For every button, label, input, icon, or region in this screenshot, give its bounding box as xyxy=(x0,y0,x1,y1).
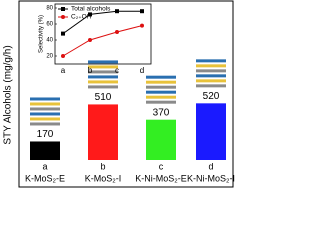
value-label: 510 xyxy=(95,92,112,103)
layer-cartoon xyxy=(30,107,60,111)
figure: STY Alcohols (mg/g/h) Selectivity (%) 17… xyxy=(3,0,235,188)
layer-cartoon xyxy=(30,102,60,106)
value-label: 520 xyxy=(203,91,220,102)
inset-background xyxy=(34,2,152,78)
layer-cartoon xyxy=(146,75,176,79)
legend-label: Total alcohols xyxy=(71,6,111,13)
layer-cartoon xyxy=(196,74,226,78)
marker xyxy=(115,30,119,34)
marker xyxy=(140,9,144,14)
bar xyxy=(146,119,176,160)
layer-cartoon xyxy=(88,65,118,69)
plot-frame xyxy=(18,0,234,188)
x-tick-label: a xyxy=(61,66,66,75)
y-tick-label: 60 xyxy=(46,22,53,28)
category-letter: c xyxy=(159,161,164,171)
y-tick-label: 40 xyxy=(46,38,53,44)
marker xyxy=(61,31,65,36)
layer-cartoon xyxy=(30,112,60,116)
x-tick-label: d xyxy=(140,66,144,75)
x-tick-label: b xyxy=(88,66,93,75)
layer-cartoon xyxy=(146,90,176,94)
category-label: K-Ni-MoS₂-I xyxy=(187,173,235,183)
layer-cartoon xyxy=(30,117,60,121)
category-label: K-MoS₂-I xyxy=(85,173,122,183)
layer-cartoon xyxy=(146,80,176,84)
marker xyxy=(115,9,119,14)
bar xyxy=(30,141,60,160)
marker xyxy=(140,23,144,28)
layer-cartoon xyxy=(196,84,226,88)
layer-cartoon xyxy=(196,79,226,83)
legend-label: C₂₊OH xyxy=(71,14,92,21)
layer-cartoon xyxy=(196,69,226,73)
marker xyxy=(88,12,92,17)
inset-frame xyxy=(54,3,152,65)
marker xyxy=(88,38,92,42)
layer-cartoon xyxy=(88,80,118,84)
layer-cartoon xyxy=(196,59,226,63)
series-line xyxy=(62,25,143,57)
y-tick-label: 80 xyxy=(46,6,53,12)
layer-cartoon xyxy=(30,122,60,126)
y-tick-label: 20 xyxy=(46,54,53,60)
layer-cartoon xyxy=(196,64,226,68)
structure-cartoons xyxy=(30,59,226,126)
bar xyxy=(88,104,118,160)
category-label: K-Ni-MoS₂-E xyxy=(135,173,187,183)
category-label: K-MoS₂-E xyxy=(25,173,65,183)
value-label: 370 xyxy=(153,107,170,118)
layer-cartoon xyxy=(30,97,60,101)
layer-cartoon xyxy=(88,85,118,89)
layer-cartoon xyxy=(88,70,118,74)
y-axis-label: STY Alcohols (mg/g/h) xyxy=(3,45,14,144)
legend-marker xyxy=(61,15,65,19)
bar xyxy=(196,103,226,160)
marker xyxy=(61,54,65,58)
layer-cartoon xyxy=(88,60,118,64)
category-letter: a xyxy=(42,161,47,171)
legend-marker xyxy=(61,7,65,11)
x-tick-label: c xyxy=(115,66,119,75)
category-letter: d xyxy=(208,161,213,171)
layer-cartoon xyxy=(146,100,176,104)
value-label: 170 xyxy=(37,129,54,140)
series-line xyxy=(62,10,142,35)
layer-cartoon xyxy=(146,95,176,99)
inset-y-label: Selectivity (%) xyxy=(39,15,45,53)
layer-cartoon xyxy=(88,75,118,79)
category-letter: b xyxy=(100,161,105,171)
layer-cartoon xyxy=(146,85,176,89)
